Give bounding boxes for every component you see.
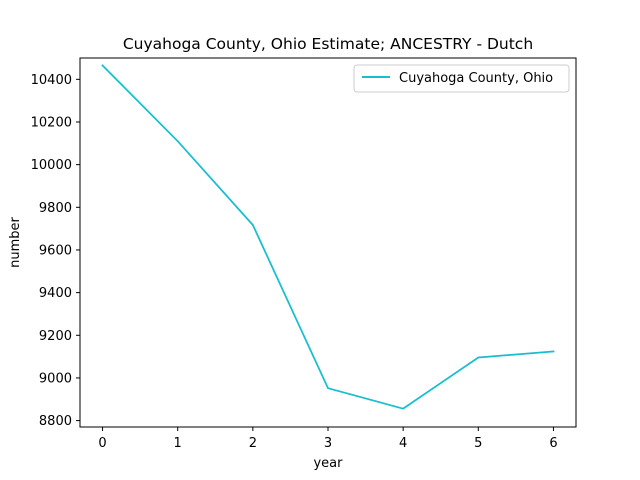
y-tick-label: 9600: [39, 243, 72, 258]
y-axis: 8800 9000 9200 9400 9600 9800 10000 10200 10400: [31, 73, 80, 429]
x-tick-label: 4: [399, 436, 407, 451]
y-tick-label: 10000: [31, 158, 72, 173]
x-tick-label: 1: [174, 436, 182, 451]
data-point: [327, 387, 329, 390]
data-point: [477, 356, 480, 359]
x-axis-title: year: [313, 456, 343, 471]
plot-area: [79, 57, 577, 428]
legend: Cuyahoga County, Ohio: [353, 64, 570, 93]
y-tick-label: 9800: [39, 201, 72, 216]
plot-background: [80, 58, 576, 427]
data-point: [101, 64, 104, 67]
y-tick-label: 8800: [39, 414, 72, 429]
y-tick-label: 10400: [31, 73, 72, 88]
legend-label: Cuyahoga County, Ohio: [399, 71, 553, 86]
y-tick-label: 9000: [39, 371, 72, 386]
legend-box: [353, 64, 570, 93]
data-point: [402, 407, 405, 410]
data-point: [176, 140, 179, 143]
x-tick-label: 3: [324, 436, 332, 451]
x-tick-label: 2: [249, 436, 257, 451]
series-layer: [101, 64, 555, 410]
y-axis-title: number: [8, 216, 23, 267]
data-point: [552, 350, 555, 353]
x-tick-label: 0: [98, 436, 106, 451]
data-point: [251, 224, 254, 226]
x-tick-label: 6: [549, 436, 557, 451]
y-tick-label: 9200: [39, 329, 72, 344]
x-axis: 0 1 2 3 4 5 6: [98, 427, 558, 451]
y-tick-label: 10200: [31, 115, 72, 130]
y-tick-label: 9400: [39, 286, 72, 301]
x-tick-label: 5: [474, 436, 482, 451]
chart-title: Cuyahoga County, Ohio Estimate; ANCESTRY…: [123, 35, 533, 53]
